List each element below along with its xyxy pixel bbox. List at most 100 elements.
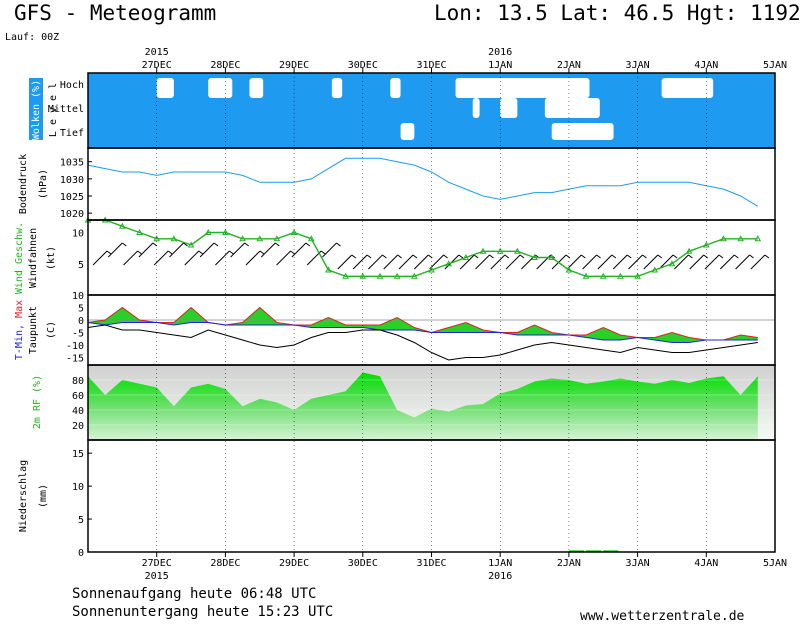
cloud-segment-hoch [156, 78, 174, 98]
wind-barb [566, 254, 582, 270]
temperature-tick-label: -10 [66, 341, 84, 352]
wind-speed-title: Wind Geschw. [14, 222, 25, 294]
dewpoint-line [87, 324, 758, 361]
wind-speed-point [599, 272, 607, 279]
temperature-tick-label: 5 [78, 304, 84, 315]
wind-barb-flag [412, 254, 418, 259]
wind-speed-point [119, 222, 126, 229]
humidity-tick-label: 80 [72, 376, 84, 387]
humidity-tick-label: 20 [72, 421, 84, 432]
wind-barb-flag [137, 250, 142, 255]
wind-barb [169, 242, 184, 258]
precipitation-panel-title: Niederschlag [18, 460, 29, 532]
date-label-top: 29DEC [279, 60, 309, 71]
wind-barb [107, 242, 123, 258]
date-label-top: 1JAN [488, 60, 512, 71]
date-label-top: 4JAN [694, 60, 718, 71]
wind-speed-point [222, 228, 229, 235]
date-label-bottom: 28DEC [210, 558, 240, 569]
date-label-bottom: 30DEC [348, 558, 378, 569]
date-label-top: 30DEC [348, 60, 378, 71]
wind-speed-point [479, 247, 487, 254]
cloud-level-label: Mittel [48, 104, 84, 115]
wind-barb-flag [672, 254, 678, 259]
wind-barb [138, 242, 154, 258]
wind-barb-flag [733, 254, 739, 259]
wind-barb-flag [244, 242, 249, 247]
precipitation-unit-label: (mm) [38, 484, 49, 508]
wind-barb-flag [626, 254, 632, 259]
wind-barb-flag [274, 242, 280, 247]
wind-speed-point [685, 247, 693, 254]
precipitation-tick-label: 15 [72, 449, 84, 460]
wind-barb [245, 250, 261, 266]
wind-barb-flag [519, 254, 525, 259]
wind-barbs-title: Windfahnen [28, 228, 39, 288]
dewpoint-title: Taupunkt [28, 306, 39, 354]
wind-speed-point [136, 228, 143, 235]
wind-barb-flag [152, 242, 158, 247]
wind-speed-point [204, 228, 212, 235]
wind-speed-point [754, 235, 762, 242]
wind-barb [735, 254, 750, 270]
wind-barb [92, 250, 108, 266]
wind-speed-point [273, 235, 281, 242]
wind-barb-flag [229, 250, 234, 255]
wind-unit-label: (kt) [46, 246, 57, 270]
wind-speed-point [634, 272, 641, 279]
wind-speed-point [359, 272, 367, 279]
temperature-tick-label: 10 [72, 291, 84, 302]
wind-speed-point [170, 235, 178, 242]
humidity-panel-title: 2m RF (%) [32, 375, 43, 429]
wind-tick-label: 5 [78, 260, 84, 271]
wind-speed-point [428, 266, 435, 273]
date-label-top: 31DEC [416, 60, 446, 71]
wind-barb-flag [106, 250, 112, 255]
date-label-bottom: 3JAN [626, 558, 650, 569]
wind-barb-flag [351, 254, 357, 259]
wind-barb [643, 254, 659, 270]
cloud-segment-tief [551, 123, 614, 140]
wind-barb [597, 254, 613, 270]
pressure-line [87, 157, 759, 207]
wind-speed-point [582, 272, 590, 279]
wind-barb-flag [611, 254, 617, 259]
date-label-top: 5JAN [763, 60, 787, 71]
wind-barb-flag [642, 254, 647, 259]
wind-speed-point [307, 235, 315, 242]
model-run-label: Lauf: 00Z [5, 32, 60, 43]
wind-barb-flag [336, 242, 341, 247]
wind-barb [215, 250, 230, 266]
wind-barb [689, 254, 705, 270]
wind-barb-flag [657, 254, 663, 259]
temperature-unit-label: (C) [46, 321, 57, 339]
wind-barb [750, 254, 766, 270]
cloud-segment-hoch [390, 78, 401, 98]
wind-barb [674, 254, 689, 270]
temperature-tick-label: 0 [78, 316, 84, 327]
humidity-tick-label: 40 [72, 406, 84, 417]
precipitation-bar [586, 550, 602, 552]
wind-speed-line [88, 219, 758, 277]
wind-speed-point [325, 266, 332, 273]
wind-barb-flag [764, 254, 770, 259]
pressure-tick-label: 1020 [60, 209, 84, 220]
wind-barb-flag [749, 254, 754, 259]
wind-barb-flag [122, 242, 127, 247]
wind-barb [383, 254, 399, 270]
wind-barb-flag [565, 254, 571, 259]
wind-barb [184, 250, 200, 266]
wind-barb [230, 242, 246, 258]
wind-speed-point [290, 228, 298, 235]
wind-barb [322, 242, 337, 258]
wind-barb-flag [183, 242, 188, 247]
date-label-bottom: 31DEC [416, 558, 446, 569]
temperature-panel-title: T-Min, Max [14, 300, 25, 360]
wind-speed-point [239, 235, 246, 242]
date-label-bottom: 1JAN [488, 558, 512, 569]
wind-barb [199, 242, 215, 258]
humidity-tick-label: 60 [72, 391, 84, 402]
wind-barb-flag [320, 250, 326, 255]
wind-barb [582, 254, 597, 270]
